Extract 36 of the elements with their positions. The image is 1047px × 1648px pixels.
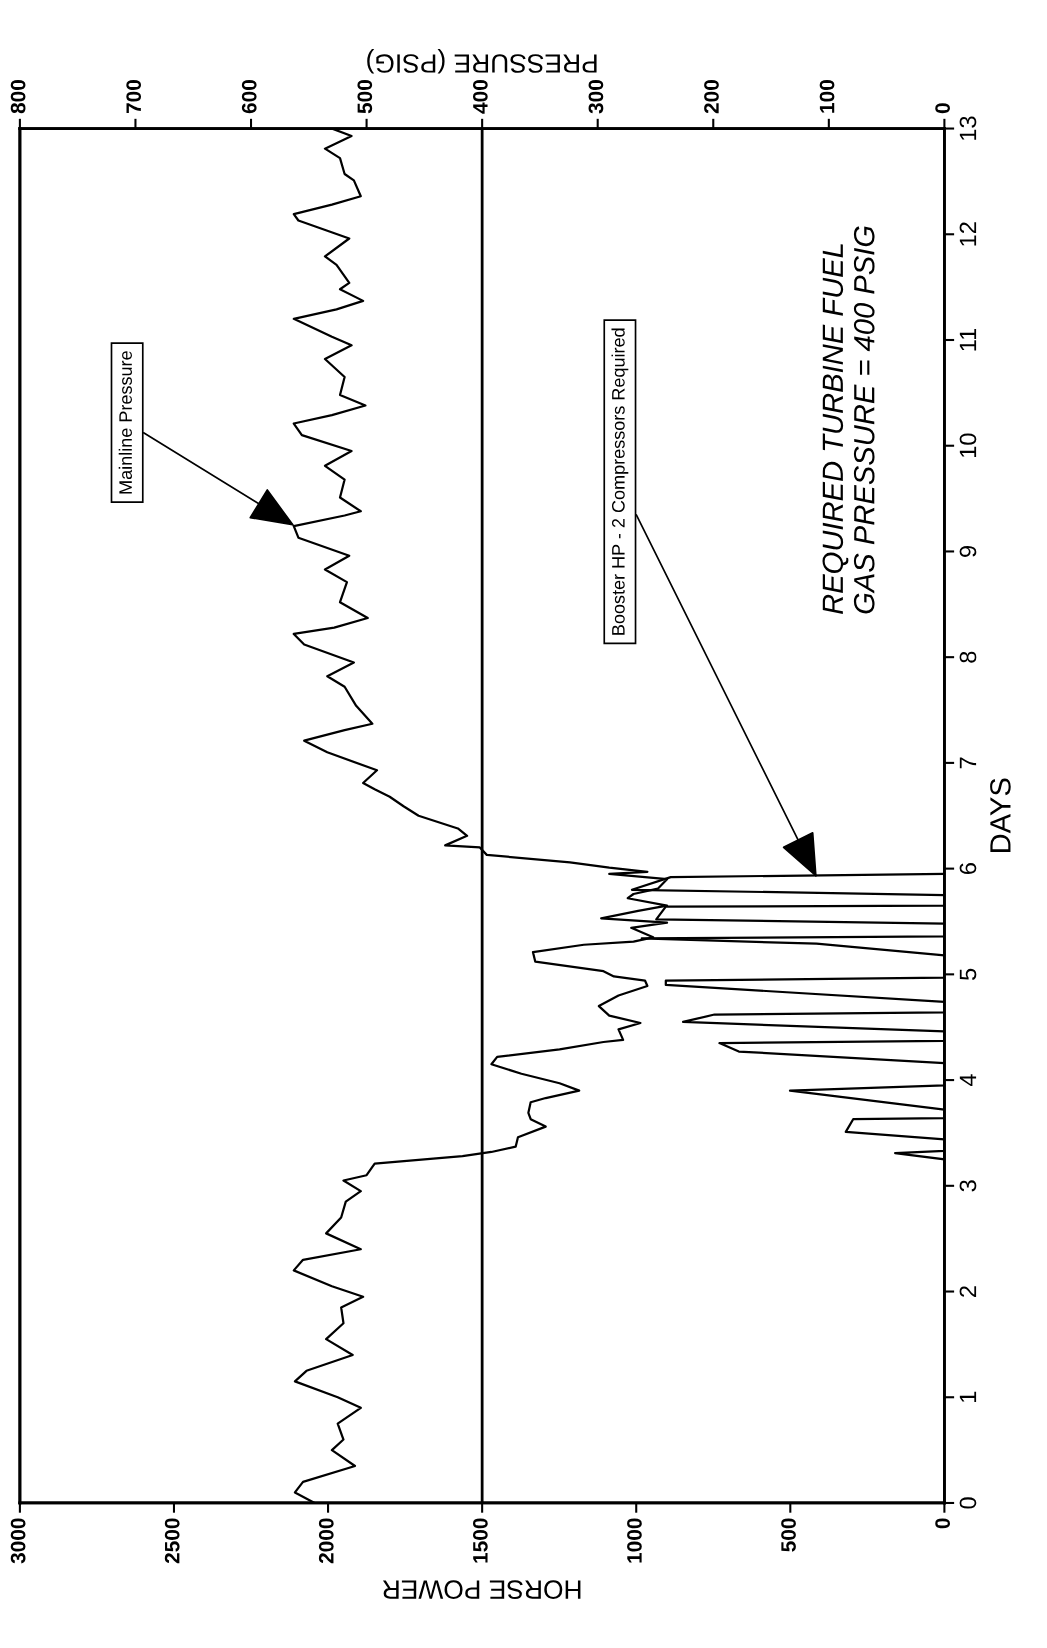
x-tick-label: 1500 xyxy=(472,1518,488,1563)
x2-axis-title: PRESSURE (PSIG) xyxy=(367,48,597,74)
y-tick-label: 9 xyxy=(959,546,977,557)
y-tick-label: 6 xyxy=(959,863,977,874)
x2-tick-label: 700 xyxy=(126,80,142,114)
y-tick-label: 0 xyxy=(959,1497,977,1509)
x2-tick-label: 200 xyxy=(704,80,719,114)
x-tick-label: 0 xyxy=(935,1518,950,1529)
y-tick-label: 12 xyxy=(959,222,977,246)
y-tick-label: 11 xyxy=(959,328,977,351)
y-tick-label: 5 xyxy=(959,968,977,980)
y-tick-label: 7 xyxy=(959,757,977,769)
x-tick-label: 2500 xyxy=(164,1518,180,1564)
y-tick-label: 3 xyxy=(959,1180,977,1192)
x-tick-label: 2000 xyxy=(318,1518,334,1564)
x2-tick-label: 400 xyxy=(472,80,488,114)
x2-tick-label: 0 xyxy=(935,103,950,114)
x-tick-label: 500 xyxy=(781,1518,796,1552)
y-tick-label: 10 xyxy=(959,433,977,458)
x2-tick-label: 100 xyxy=(819,80,835,113)
x-tick-label: 1000 xyxy=(627,1518,642,1563)
y-tick-label: 8 xyxy=(959,651,977,663)
y-tick-label: 13 xyxy=(959,116,977,140)
x2-tick-label: 600 xyxy=(241,80,257,114)
annotation: REQUIRED TURBINE FUEL GAS PRESSURE = 400 PSIG xyxy=(822,226,875,614)
x-tick-label: 3000 xyxy=(10,1518,26,1564)
y-tick-label: 4 xyxy=(959,1074,977,1087)
x2-tick-label: 500 xyxy=(357,80,373,114)
text: Booster HP - 2 Compressors Required xyxy=(611,328,629,635)
y-axis-title: DAYS xyxy=(990,778,1011,853)
text: Mainline Pressure xyxy=(118,351,132,494)
x2-tick-label: 300 xyxy=(588,80,604,114)
x2-tick-label: 800 xyxy=(10,80,26,114)
y-tick-label: 2 xyxy=(959,1286,977,1297)
x-axis-title: HORSE POWER xyxy=(382,1580,581,1599)
y-tick-label: 1 xyxy=(959,1391,977,1403)
